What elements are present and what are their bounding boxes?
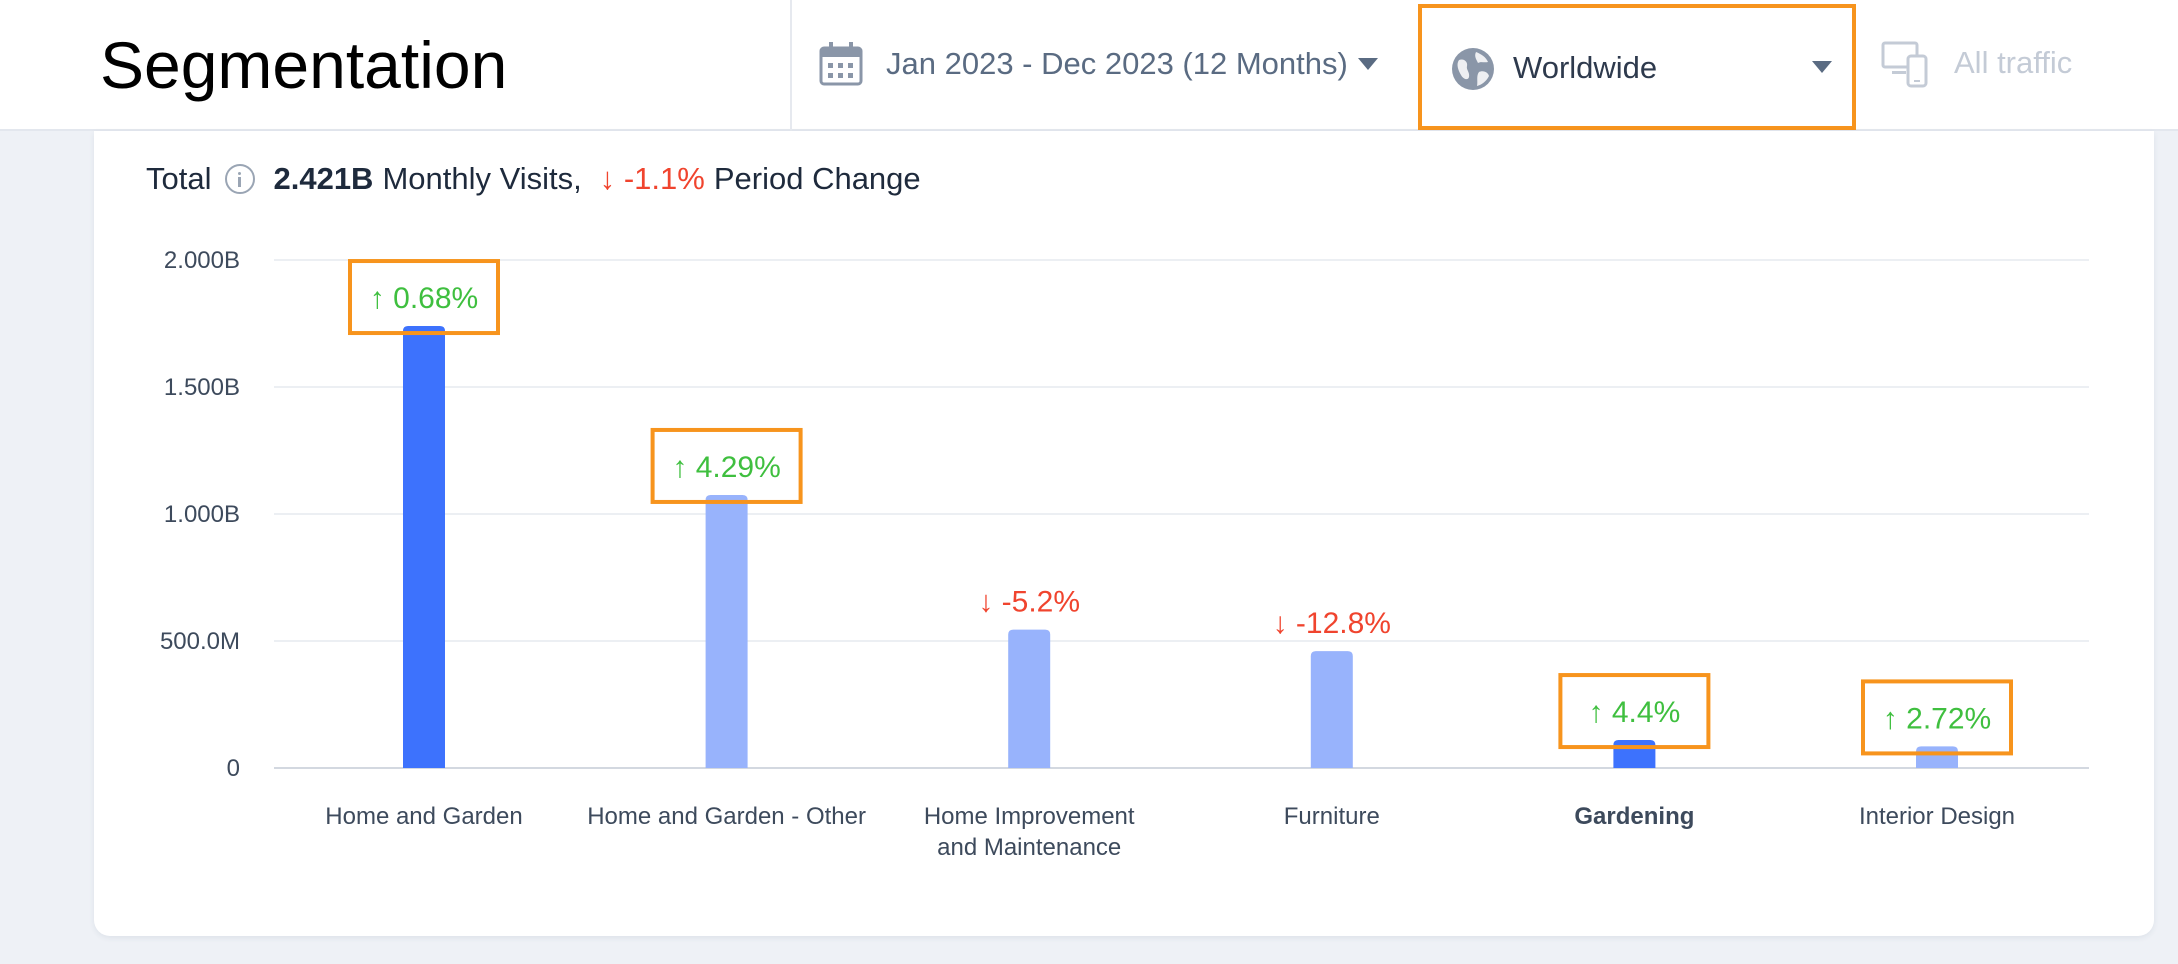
bar: [1008, 629, 1051, 768]
segment-bar-chart: 0 500.0M 1.000B 1.500B 2.000B ↑ 0.68% Home and…: [160, 247, 2089, 861]
bar: [705, 494, 748, 768]
y-tick-label: 1.000B: [164, 501, 240, 528]
chevron-down-icon: [1812, 61, 1832, 73]
category-label: Gardening: [1574, 803, 1694, 830]
total-visits-suffix: Monthly Visits,: [382, 161, 582, 196]
category-label: Furniture: [1284, 803, 1380, 830]
header-divider: [790, 0, 792, 131]
traffic-label: All traffic: [1954, 45, 2073, 80]
bar: [1613, 740, 1656, 768]
highlight-box: [650, 427, 803, 504]
category-label: Home Improvement: [924, 803, 1135, 830]
category-label: Home and Garden: [325, 803, 522, 830]
y-tick-label: 0: [227, 755, 240, 782]
highlight-box: [1558, 673, 1711, 750]
period-change-value: ↓ -1.1%: [599, 161, 705, 196]
change-label: ↑ 2.72%: [1883, 702, 1991, 735]
bar: [1916, 746, 1958, 768]
y-tick-label: 500.0M: [160, 628, 240, 655]
total-summary: Total 2.421B Monthly Visits, ↓ -1.1% Per…: [146, 161, 921, 197]
calendar-icon: [819, 42, 863, 86]
change-label: ↓ -12.8%: [1273, 607, 1391, 640]
globe-icon: [1452, 48, 1494, 90]
period-change-text: -1.1%: [623, 161, 705, 196]
highlight-box: [1861, 679, 2013, 756]
category-label: Home and Garden - Other: [587, 803, 866, 830]
change-label: ↑ 4.4%: [1589, 696, 1681, 729]
category-label: Interior Design: [1859, 803, 2015, 830]
y-tick-label: 1.500B: [164, 374, 240, 401]
bar: [1310, 651, 1353, 768]
page-title: Segmentation: [100, 28, 508, 102]
chevron-down-icon: [1357, 58, 1378, 70]
devices-icon: [1881, 41, 1928, 88]
region-label: Worldwide: [1513, 50, 1658, 85]
period-change-suffix: Period Change: [713, 161, 921, 196]
header-bar: Segmentation Jan 2023 - Dec 2023 (12 Mon…: [0, 0, 2178, 131]
highlight-box: [348, 259, 500, 336]
bar: [403, 326, 445, 768]
segmentation-card: Total 2.421B Monthly Visits, ↓ -1.1% Per…: [94, 131, 2154, 936]
total-label: Total: [146, 161, 212, 196]
date-range-picker[interactable]: Jan 2023 - Dec 2023 (12 Months): [818, 34, 1378, 94]
change-label: ↓ -5.2%: [978, 586, 1080, 619]
info-icon[interactable]: [225, 164, 256, 194]
change-label: ↑ 0.68%: [370, 282, 478, 315]
category-label: and Maintenance: [937, 834, 1121, 861]
total-visits-value: 2.421B: [273, 161, 374, 196]
change-label: ↑ 4.29%: [672, 451, 780, 484]
date-range-label: Jan 2023 - Dec 2023 (12 Months): [886, 46, 1348, 81]
region-selector[interactable]: Worldwide: [1418, 4, 1856, 130]
traffic-selector[interactable]: All traffic: [1880, 38, 2072, 88]
y-tick-label: 2.000B: [164, 247, 240, 274]
